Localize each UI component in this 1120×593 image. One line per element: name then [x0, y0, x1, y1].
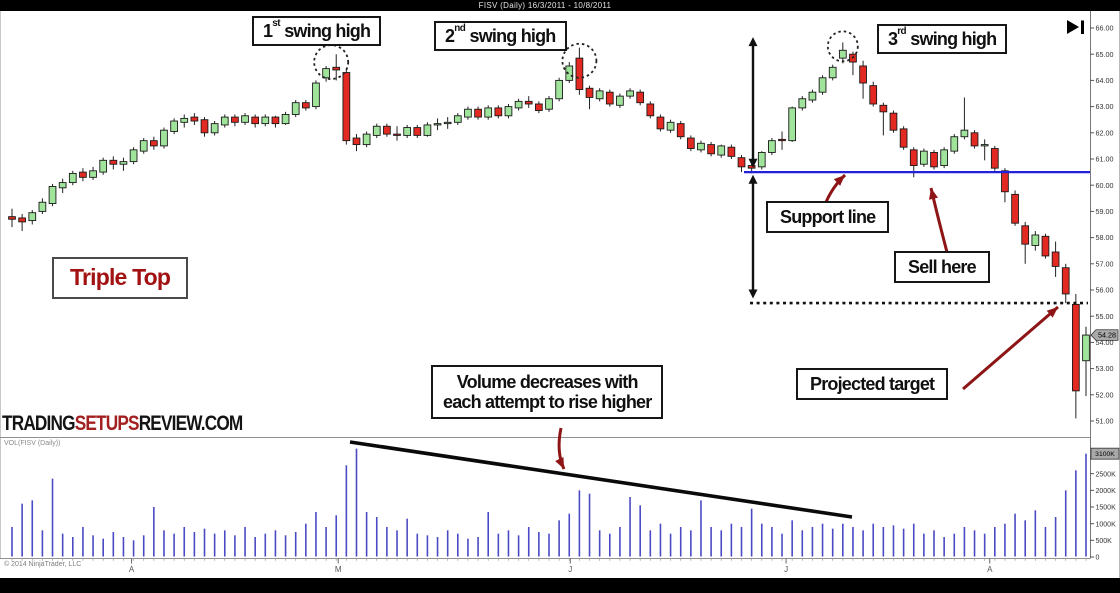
svg-text:54.28: 54.28: [1098, 331, 1116, 340]
go-to-last-bar-button[interactable]: [1067, 20, 1084, 34]
swing-circle-3: [826, 30, 859, 63]
svg-text:65.00: 65.00: [1096, 50, 1114, 59]
svg-text:54.00: 54.00: [1096, 338, 1114, 347]
chart-title: FISV (Daily) 16/3/2011 - 10/8/2011: [478, 1, 612, 10]
watermark: TRADINGSETUPSREVIEW.COM: [2, 412, 244, 436]
svg-text:66.00: 66.00: [1096, 24, 1114, 33]
svg-text:2000K: 2000K: [1096, 488, 1117, 495]
swing2-text: swing high: [465, 26, 556, 46]
sell-here-arrow: [929, 187, 950, 257]
svg-text:A: A: [987, 565, 993, 574]
svg-text:62.00: 62.00: [1096, 128, 1114, 137]
svg-text:59.00: 59.00: [1096, 207, 1114, 216]
sell-here-label: Sell here: [894, 251, 990, 284]
swing1-number: 1: [263, 21, 273, 41]
price-axis: 51.00 52.00 53.00 54.00 55.00 56.00 57.00 58.00…: [1090, 24, 1114, 426]
svg-text:3100K: 3100K: [1095, 451, 1115, 458]
volume-axis: 0500K1000K1500K2000K2500K3000K: [1090, 455, 1116, 562]
volume-note-label: Volume decreases with each attempt to ri…: [431, 365, 664, 420]
svg-text:51.00: 51.00: [1096, 417, 1114, 426]
projected-target-label: Projected target: [796, 368, 949, 401]
svg-text:0: 0: [1096, 555, 1100, 562]
volume-bars: [11, 448, 1087, 557]
swing2-ordinal: nd: [454, 22, 466, 34]
svg-text:A: A: [129, 565, 135, 574]
svg-text:1000K: 1000K: [1096, 521, 1117, 528]
swing2-number: 2: [445, 26, 455, 46]
last-volume-marker: 3100K: [1090, 447, 1120, 460]
swing-high-2-label: 2nd swing high: [434, 21, 567, 52]
volume-note-arrow: [555, 427, 566, 470]
svg-text:J: J: [568, 565, 572, 574]
svg-text:1500K: 1500K: [1096, 505, 1117, 512]
volume-trendline: [349, 440, 853, 519]
watermark-review: REVIEW.COM: [138, 412, 244, 435]
bottom-bar: [0, 578, 1120, 593]
svg-text:M: M: [335, 565, 342, 574]
svg-text:56.00: 56.00: [1096, 286, 1114, 295]
candlestick-series: [8, 42, 1090, 419]
swing-circle-2: [561, 42, 598, 79]
svg-text:64.00: 64.00: [1096, 76, 1114, 85]
swing3-number: 3: [888, 29, 898, 49]
svg-text:53.00: 53.00: [1096, 364, 1114, 373]
projected-target-arrow: [962, 305, 1059, 391]
swing1-text: swing high: [280, 21, 371, 41]
measure-arrow-upper: [748, 37, 758, 168]
svg-text:61.00: 61.00: [1096, 155, 1114, 164]
svg-text:52.00: 52.00: [1096, 390, 1114, 399]
triple-top-label: Triple Top: [52, 257, 189, 299]
swing-circle-1: [313, 44, 350, 80]
swing-high-1-label: 1st swing high: [252, 16, 382, 47]
swing1-ordinal: st: [272, 17, 280, 29]
copyright-text: © 2014 NinjaTrader, LLC: [4, 561, 82, 568]
volume-indicator-label: VOL(FISV (Daily)): [4, 440, 61, 447]
volume-note-line1: Volume decreases with: [456, 372, 639, 392]
swing-high-3-label: 3rd swing high: [877, 24, 1008, 55]
last-price-marker: 54.28: [1090, 329, 1119, 341]
svg-text:60.00: 60.00: [1096, 181, 1114, 190]
svg-text:J: J: [784, 565, 788, 574]
svg-text:57.00: 57.00: [1096, 259, 1114, 268]
swing3-text: swing high: [906, 29, 997, 49]
svg-text:63.00: 63.00: [1096, 102, 1114, 111]
swing3-ordinal: rd: [897, 25, 907, 37]
measure-arrow-lower: [748, 174, 758, 299]
volume-note-line2: each attempt to rise higher: [443, 392, 652, 413]
svg-text:58.00: 58.00: [1096, 233, 1114, 242]
support-line-label: Support line: [766, 201, 890, 234]
svg-text:500K: 500K: [1096, 538, 1113, 545]
svg-text:55.00: 55.00: [1096, 312, 1114, 321]
watermark-trading: TRADING: [2, 412, 76, 435]
svg-text:2500K: 2500K: [1096, 471, 1117, 478]
window-title-bar: FISV (Daily) 16/3/2011 - 10/8/2011: [0, 0, 1120, 11]
watermark-setups: SETUPS: [74, 412, 140, 435]
